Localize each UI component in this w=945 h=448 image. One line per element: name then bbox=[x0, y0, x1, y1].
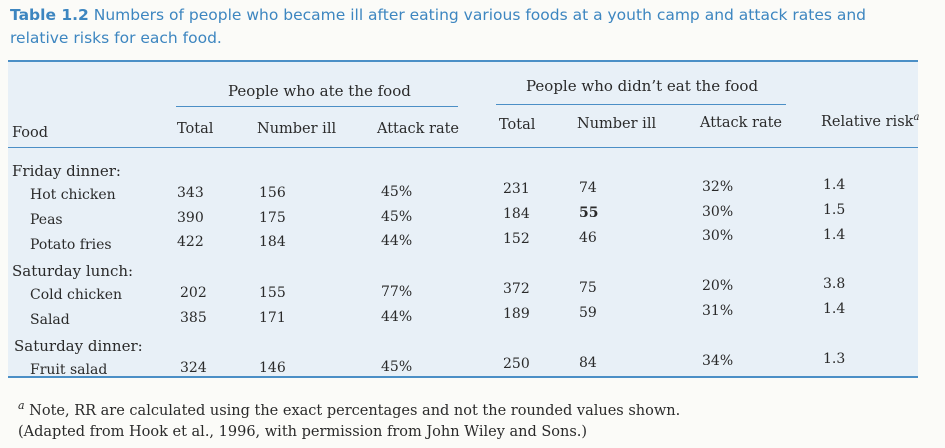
section-title: Friday dinner: bbox=[12, 162, 121, 180]
relative-risk-value: 1.4 bbox=[823, 227, 846, 243]
col-header-total-ate: Total bbox=[177, 121, 214, 137]
footnote-text: Note, RR are calculated using the exact … bbox=[24, 402, 681, 419]
relative-risk-value: 1.4 bbox=[823, 177, 846, 193]
group-header-ate: People who ate the food bbox=[228, 82, 411, 100]
ill-ate-value: 184 bbox=[259, 234, 286, 250]
food-name: Peas bbox=[30, 212, 63, 228]
bottom-rule bbox=[8, 376, 918, 378]
top-rule bbox=[8, 60, 918, 62]
section-title: Saturday dinner: bbox=[14, 337, 143, 355]
table-band bbox=[8, 62, 918, 376]
ill-ate-value: 171 bbox=[259, 310, 286, 326]
rate-ate-value: 45% bbox=[381, 359, 413, 375]
rate-not-value: 34% bbox=[702, 353, 734, 369]
rate-ate-value: 77% bbox=[381, 284, 413, 300]
col-header-total-not: Total bbox=[499, 117, 536, 133]
total-ate-value: 202 bbox=[180, 285, 207, 301]
total-not-value: 372 bbox=[503, 281, 530, 297]
section-title: Saturday lunch: bbox=[12, 262, 134, 280]
food-name: Hot chicken bbox=[30, 187, 116, 203]
footnote: a Note, RR are calculated using the exac… bbox=[18, 399, 680, 419]
col-header-relative-risk: Relative riska bbox=[821, 112, 919, 130]
table-caption: Table 1.2 Numbers of people who became i… bbox=[10, 4, 910, 50]
ill-not-value: 46 bbox=[579, 230, 597, 246]
total-ate-value: 390 bbox=[177, 210, 204, 226]
rate-ate-value: 45% bbox=[381, 209, 413, 225]
rate-ate-value: 45% bbox=[381, 184, 413, 200]
food-name: Potato fries bbox=[30, 237, 112, 253]
footnote-mark: a bbox=[18, 399, 25, 412]
rate-ate-value: 44% bbox=[381, 233, 413, 249]
table-caption-text: Numbers of people who became ill after e… bbox=[10, 6, 867, 47]
ill-ate-value: 156 bbox=[259, 185, 286, 201]
ill-ate-value: 146 bbox=[259, 360, 286, 376]
ill-ate-value: 175 bbox=[259, 210, 286, 226]
total-not-value: 250 bbox=[503, 356, 530, 372]
rate-not-value: 30% bbox=[702, 228, 734, 244]
ill-not-value: 84 bbox=[579, 355, 597, 371]
ill-not-value: 59 bbox=[579, 305, 597, 321]
group-header-didnt: People who didn’t eat the food bbox=[526, 77, 759, 95]
total-ate-value: 343 bbox=[177, 185, 204, 201]
table-number: Table 1.2 bbox=[10, 6, 89, 24]
group-rule-ate bbox=[176, 106, 458, 107]
ill-ate-value: 155 bbox=[259, 285, 286, 301]
total-not-value: 231 bbox=[503, 181, 530, 197]
source-note: (Adapted from Hook et al., 1996, with pe… bbox=[18, 424, 588, 440]
total-ate-value: 422 bbox=[177, 234, 204, 250]
group-rule-didnt bbox=[496, 104, 786, 105]
rate-not-value: 20% bbox=[702, 278, 734, 294]
total-ate-value: 324 bbox=[180, 360, 207, 376]
relative-risk-value: 1.5 bbox=[823, 202, 846, 218]
total-not-value: 184 bbox=[503, 206, 530, 222]
col-header-ill-ate: Number ill bbox=[257, 121, 337, 137]
total-not-value: 152 bbox=[503, 231, 530, 247]
food-name: Cold chicken bbox=[30, 287, 122, 303]
relative-risk-footnote-mark: a bbox=[913, 112, 920, 123]
relative-risk-value: 3.8 bbox=[823, 276, 846, 292]
rate-not-value: 30% bbox=[702, 204, 734, 220]
food-name: Salad bbox=[30, 312, 70, 328]
col-header-rate-ate: Attack rate bbox=[377, 121, 460, 137]
rate-not-value: 32% bbox=[702, 179, 734, 195]
ill-not-value: 75 bbox=[579, 280, 597, 296]
relative-risk-value: 1.3 bbox=[823, 351, 846, 367]
rate-ate-value: 44% bbox=[381, 309, 413, 325]
rate-not-value: 31% bbox=[702, 303, 734, 319]
ill-not-value: 55 bbox=[579, 205, 599, 221]
ill-not-value: 74 bbox=[579, 180, 597, 196]
total-not-value: 189 bbox=[503, 306, 530, 322]
col-header-ill-not: Number ill bbox=[577, 116, 657, 132]
relative-risk-label: Relative risk bbox=[821, 113, 914, 130]
total-ate-value: 385 bbox=[180, 310, 207, 326]
col-header-rate-not: Attack rate bbox=[700, 115, 783, 131]
col-header-food: Food bbox=[12, 125, 49, 141]
food-name: Fruit salad bbox=[30, 362, 108, 378]
header-rule bbox=[8, 147, 918, 148]
relative-risk-value: 1.4 bbox=[823, 301, 846, 317]
